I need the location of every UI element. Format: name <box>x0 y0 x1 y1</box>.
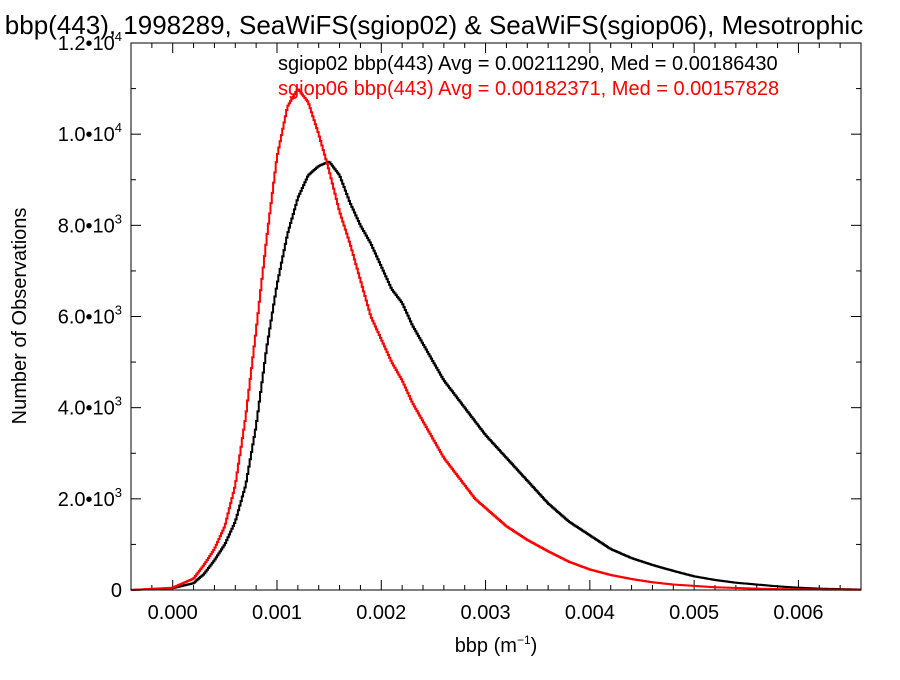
legend-series-1-stats: sgiop02 bbp(443) Avg = 0.00211290, Med =… <box>278 53 778 75</box>
series-sgiop02-histogram <box>131 160 861 591</box>
series-sgiop06-histogram <box>131 88 861 591</box>
legend-series-2-stats: sgiop06 bbp(443) Avg = 0.00182371, Med =… <box>278 78 779 100</box>
x-axis-label-close: ) <box>531 635 538 657</box>
x-tick-label: 0.003 <box>461 602 511 624</box>
y-tick-mantissa: 2.0•10 <box>58 489 115 511</box>
y-tick-mantissa: 1.0•10 <box>58 124 115 146</box>
y-tick-label: 2.0•103 <box>58 485 122 511</box>
y-tick-exponent: 4 <box>115 29 122 44</box>
x-tick-label: 0.005 <box>669 602 719 624</box>
x-axis-label-main: bbp (m <box>455 635 517 657</box>
y-tick-label: 8.0•103 <box>58 211 122 237</box>
x-tick-label: 0.002 <box>356 602 406 624</box>
y-tick-exponent: 3 <box>115 211 122 226</box>
y-tick-label: 6.0•103 <box>58 303 122 329</box>
y-tick-label: 1.2•104 <box>58 29 122 55</box>
y-tick-exponent: 3 <box>115 394 122 409</box>
x-axis-label-superscript: −1 <box>517 633 531 647</box>
y-tick-label: 0 <box>111 580 122 602</box>
x-axis-label: bbp (m−1) <box>455 633 538 657</box>
axis-ticks: 0.000 0.001 0.002 0.003 0.004 0.005 0.006 0 2.0•… <box>58 29 862 624</box>
y-tick-exponent: 3 <box>115 303 122 318</box>
y-tick-exponent: 3 <box>115 485 122 500</box>
x-tick-label: 0.004 <box>565 602 615 624</box>
y-tick-mantissa: 6.0•10 <box>58 307 115 329</box>
x-tick-label: 0.006 <box>773 602 823 624</box>
x-tick-label: 0.001 <box>252 602 302 624</box>
y-tick-label: 1.0•104 <box>58 120 122 146</box>
y-tick-exponent: 4 <box>115 120 122 135</box>
y-tick-mantissa: 1.2•10 <box>58 33 115 55</box>
y-tick-mantissa: 0 <box>111 580 122 602</box>
y-tick-mantissa: 4.0•10 <box>58 398 115 420</box>
x-tick-label: 0.000 <box>148 602 198 624</box>
y-axis-label: Number of Observations <box>9 208 31 425</box>
chart-title: bbp(443), 1998289, SeaWiFS(sgiop02) & Se… <box>5 10 863 40</box>
data-series <box>131 88 861 591</box>
y-tick-label: 4.0•103 <box>58 394 122 420</box>
y-tick-mantissa: 8.0•10 <box>58 215 115 237</box>
plot-frame <box>130 42 862 591</box>
